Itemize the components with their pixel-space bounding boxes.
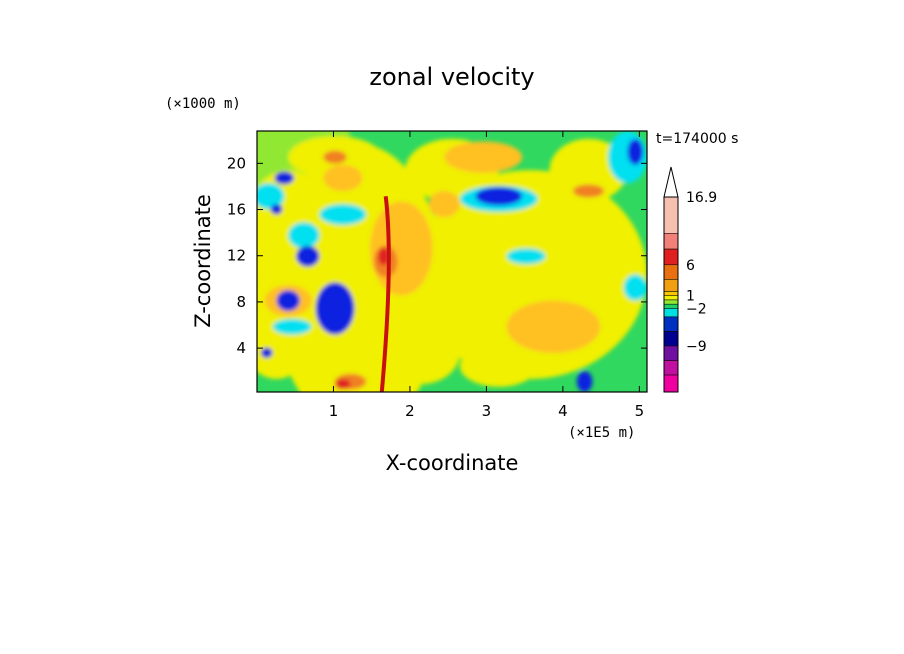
- contour-region: [257, 183, 285, 210]
- contour-region: [319, 204, 367, 225]
- colorbar-label: 1: [686, 289, 695, 305]
- contour-region: [323, 164, 363, 192]
- colorbar-swatch: [663, 316, 679, 332]
- contour-region: [335, 378, 351, 390]
- contour-region: [272, 318, 312, 335]
- contour-region: [572, 184, 605, 198]
- x-unit-label: (×1E5 m): [568, 425, 635, 441]
- contour-region: [270, 204, 283, 215]
- colorbar-swatch: [663, 308, 679, 318]
- contour-region: [323, 150, 347, 164]
- colorbar-label: −9: [686, 339, 707, 355]
- x-tick-label: 4: [558, 402, 568, 420]
- colorbar-frame: [663, 196, 679, 393]
- chart-title: zonal velocity: [369, 63, 534, 91]
- contour-region: [428, 191, 460, 218]
- y-tick-label: 12: [227, 247, 246, 265]
- colorbar-swatch: [663, 303, 679, 309]
- contour-region: [296, 245, 320, 267]
- contour-field: [257, 131, 647, 392]
- x-axis: 1 2 3 4 5: [329, 131, 644, 420]
- y-tick-label: 16: [227, 201, 246, 219]
- colorbar-extend-arrow: [663, 166, 679, 198]
- colorbar-swatch: [663, 291, 679, 296]
- y-tick-label: 8: [236, 293, 246, 311]
- colorbar-swatch: [663, 331, 679, 347]
- colorbar-swatch: [663, 345, 679, 361]
- colorbar-swatch: [663, 196, 679, 234]
- front-line: [379, 196, 391, 392]
- contour-region: [274, 171, 295, 185]
- colorbar-swatch: [663, 360, 679, 376]
- plot-frame: [256, 130, 648, 393]
- contour-region: [276, 290, 300, 312]
- contour-region: [260, 347, 273, 359]
- colorbar-swatch: [663, 279, 679, 292]
- contour-region: [627, 138, 644, 165]
- colorbar-swatch: [663, 374, 679, 393]
- x-tick-label: 2: [405, 402, 415, 420]
- contour-region: [444, 141, 523, 173]
- colorbar-label: 6: [686, 258, 695, 274]
- contour-region: [576, 371, 593, 392]
- x-tick-label: 5: [635, 402, 645, 420]
- contour-region: [315, 282, 355, 335]
- colorbar-swatch: [663, 299, 679, 305]
- contour-blobs: [257, 131, 647, 392]
- y-tick-label: 20: [227, 154, 246, 172]
- contour-region: [288, 222, 320, 249]
- contour-region: [475, 187, 523, 206]
- contour-region: [506, 300, 601, 353]
- contour-region: [506, 248, 546, 265]
- x-tick-label: 1: [329, 402, 339, 420]
- y-axis-label: Z-coordinate: [191, 194, 215, 328]
- colorbar: 16.9 6 1−2 −9: [663, 166, 717, 393]
- colorbar-label: 16.9: [686, 190, 717, 206]
- contour-region: [459, 345, 538, 387]
- colorbar-swatch: [663, 264, 679, 280]
- contour-region: [549, 138, 628, 202]
- time-label: t=174000 s: [656, 131, 738, 147]
- x-axis-label: X-coordinate: [386, 451, 519, 475]
- y-unit-label: (×1000 m): [165, 96, 241, 112]
- colorbar-swatch: [663, 295, 679, 301]
- contour-region: [377, 247, 390, 266]
- x-tick-label: 3: [482, 402, 492, 420]
- contour-region: [623, 274, 647, 301]
- colorbar-label: −2: [686, 301, 707, 317]
- contour-region: [381, 321, 460, 385]
- y-axis: 4 8 12 16 20: [227, 154, 647, 357]
- colorbar-swatch: [663, 233, 679, 250]
- y-tick-label: 4: [236, 339, 246, 357]
- colorbar-swatch: [663, 248, 679, 266]
